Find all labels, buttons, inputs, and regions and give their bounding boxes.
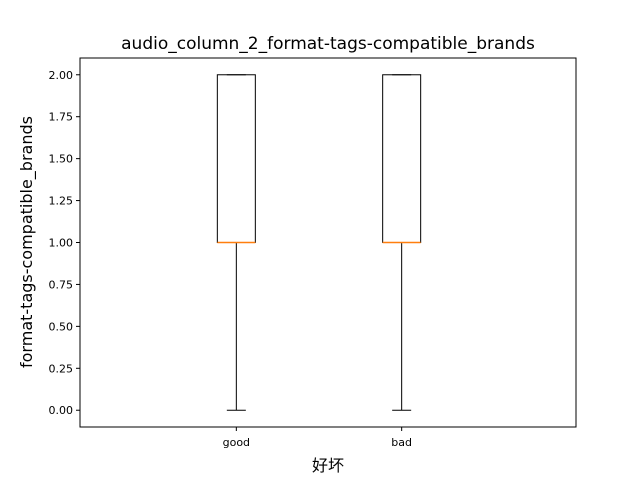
plot-frame (79, 57, 577, 428)
y-tick-label: 0.50 (49, 320, 74, 333)
boxes-group (216, 74, 422, 411)
y-tick-label: 1.75 (49, 111, 74, 124)
x-tick-label: good (223, 436, 250, 449)
chart-title: audio_column_2_format-tags-compatible_br… (121, 34, 535, 54)
y-tick-label: 1.50 (49, 153, 74, 166)
iqr-box (216, 74, 256, 244)
y-tick-label: 2.00 (49, 69, 74, 82)
box-bad (382, 74, 422, 411)
y-tick-label: 0.75 (49, 278, 74, 291)
y-tick-label: 0.00 (49, 404, 74, 417)
y-tick-label: 1.25 (49, 195, 74, 208)
y-axis: 0.00 0.25 0.50 0.75 1.00 1.25 1.50 1.75 2.00 (49, 69, 80, 417)
y-axis-label: format-tags-compatible_brands (17, 116, 37, 368)
x-axis: good bad (223, 427, 412, 449)
iqr-box (382, 74, 422, 244)
y-tick-label: 0.25 (49, 362, 74, 375)
box-good (216, 74, 256, 411)
x-tick-label: bad (391, 436, 412, 449)
x-axis-label: 好坏 (312, 456, 344, 475)
y-tick-label: 1.00 (49, 237, 74, 250)
